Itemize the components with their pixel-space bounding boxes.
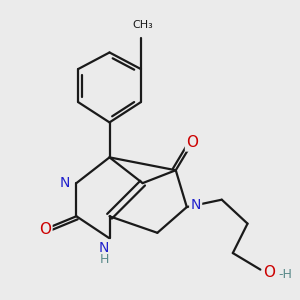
Text: CH₃: CH₃ [132,20,153,30]
Text: O: O [263,265,275,280]
Text: -H: -H [279,268,293,281]
Text: N: N [190,198,201,212]
Text: O: O [39,222,51,237]
Text: N: N [59,176,70,190]
Text: H: H [99,253,109,266]
Text: N: N [99,241,109,254]
Text: O: O [186,135,198,150]
